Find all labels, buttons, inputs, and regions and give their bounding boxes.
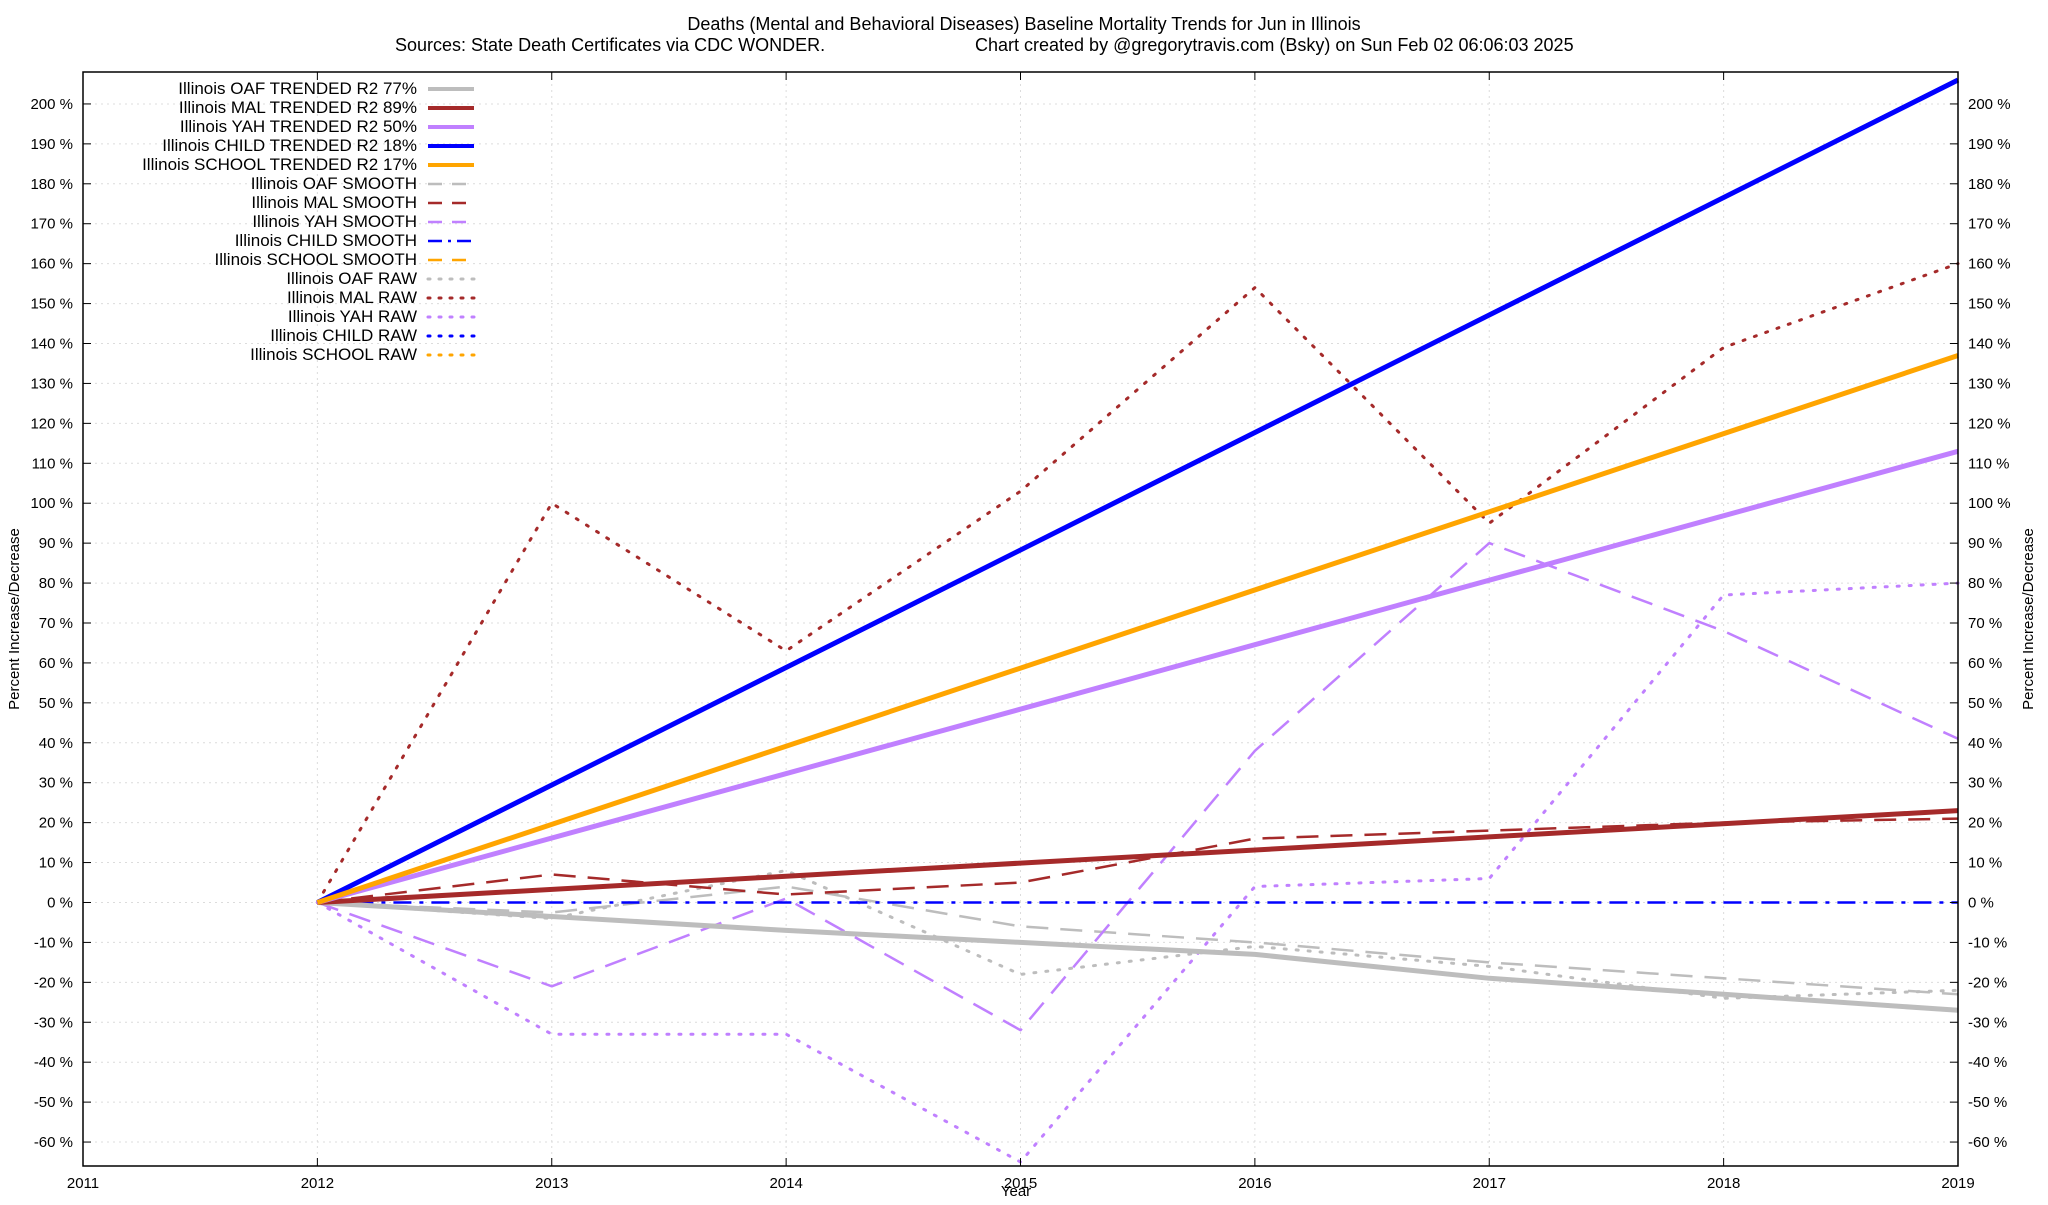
x-tick-label: 2011 <box>67 1175 99 1192</box>
y-axis-title-right: Percent Increase/Decrease <box>2020 528 2037 710</box>
y-tick-label-right: 150 % <box>1968 296 2011 313</box>
series-line-illinois-yah-smooth <box>316 541 1959 1032</box>
legend-label-illinois-yah-smooth: Illinois YAH SMOOTH <box>252 212 417 231</box>
chart-subtitle-sources: Sources: State Death Certificates via CD… <box>395 35 825 55</box>
x-tick-label: 2015 <box>1004 1175 1037 1192</box>
series-line-illinois-mal-raw <box>315 262 1960 904</box>
series-lines <box>315 77 1960 1164</box>
legend-label-illinois-child-smooth: Illinois CHILD SMOOTH <box>235 231 417 250</box>
x-tick-label: 2017 <box>1473 1175 1506 1192</box>
legend-label-illinois-child-trended-r2-18: Illinois CHILD TRENDED R2 18% <box>162 136 417 155</box>
x-tick-label: 2014 <box>769 1175 802 1192</box>
y-tick-label-left: 170 % <box>30 216 73 233</box>
y-tick-label-left: -30 % <box>34 1014 73 1031</box>
y-tick-label-left: 140 % <box>30 336 73 353</box>
y-tick-label-right: -50 % <box>1968 1094 2007 1111</box>
y-tick-label-left: 110 % <box>32 455 73 472</box>
legend-label-illinois-mal-raw: Illinois MAL RAW <box>287 288 417 307</box>
y-tick-label-right: 190 % <box>1968 136 2011 153</box>
x-tick-label: 2012 <box>301 1175 334 1192</box>
y-tick-label-left: 10 % <box>39 855 73 872</box>
legend-label-illinois-child-raw: Illinois CHILD RAW <box>270 326 417 345</box>
y-tick-label-left: 200 % <box>30 96 73 113</box>
y-tick-label-left: -50 % <box>34 1094 73 1111</box>
y-tick-label-right: 50 % <box>1968 695 2002 712</box>
legend: Illinois OAF TRENDED R2 77%Illinois MAL … <box>142 79 476 364</box>
series-line-illinois-yah-trended-r2-50 <box>316 448 1959 905</box>
y-tick-label-right: 90 % <box>1968 535 2002 552</box>
x-tick-label: 2016 <box>1238 1175 1271 1192</box>
y-tick-label-left: 100 % <box>30 495 73 512</box>
y-tick-label-right: 160 % <box>1968 256 2011 273</box>
series-line-illinois-oaf-raw <box>315 869 1960 1000</box>
y-axis-title-left: Percent Increase/Decrease <box>6 528 23 710</box>
y-tick-label-left: 60 % <box>39 655 73 672</box>
y-tick-label-right: -20 % <box>1968 974 2007 991</box>
y-tick-label-right: 60 % <box>1968 655 2002 672</box>
y-tick-label-left: -10 % <box>34 934 73 951</box>
y-tick-label-left: 0 % <box>47 894 73 911</box>
legend-label-illinois-mal-smooth: Illinois MAL SMOOTH <box>251 193 417 212</box>
legend-label-illinois-mal-trended-r2-89: Illinois MAL TRENDED R2 89% <box>179 98 417 117</box>
y-tick-label-right: 200 % <box>1968 96 2011 113</box>
legend-label-illinois-oaf-raw: Illinois OAF RAW <box>286 269 417 288</box>
y-tick-label-right: 40 % <box>1968 735 2002 752</box>
y-tick-label-left: 90 % <box>39 535 73 552</box>
y-tick-label-right: -60 % <box>1968 1134 2007 1151</box>
x-tick-label: 2019 <box>1941 1175 1974 1192</box>
y-tick-label-right: -40 % <box>1968 1054 2007 1071</box>
y-tick-label-left: -60 % <box>34 1134 73 1151</box>
axis-ticks: -60 % -60 % -50 % -50 % -40 % -40 % -30 % -30 %… <box>30 72 2011 1192</box>
y-tick-label-left: 180 % <box>30 176 73 193</box>
x-tick-label: 2018 <box>1707 1175 1740 1192</box>
y-tick-label-left: 50 % <box>39 695 73 712</box>
y-tick-label-right: -30 % <box>1968 1014 2007 1031</box>
y-tick-label-left: 150 % <box>30 296 73 313</box>
series-line-illinois-oaf-smooth <box>317 885 1959 996</box>
y-tick-label-left: 130 % <box>30 375 73 392</box>
legend-label-illinois-oaf-smooth: Illinois OAF SMOOTH <box>251 174 417 193</box>
series-line-illinois-yah-raw <box>315 581 1960 1164</box>
y-tick-label-right: -10 % <box>1968 934 2007 951</box>
y-tick-label-right: 100 % <box>1968 495 2011 512</box>
y-tick-label-right: 130 % <box>1968 375 2011 392</box>
legend-label-illinois-school-smooth: Illinois SCHOOL SMOOTH <box>215 250 417 269</box>
y-tick-label-right: 10 % <box>1968 855 2002 872</box>
x-tick-label: 2013 <box>535 1175 568 1192</box>
y-tick-label-left: 40 % <box>39 735 73 752</box>
y-tick-label-left: 160 % <box>30 256 73 273</box>
y-tick-label-right: 30 % <box>1968 775 2002 792</box>
series-line-illinois-school-trended-r2-17 <box>316 353 1959 905</box>
x-axis-title: Year <box>1001 1183 1031 1200</box>
legend-label-illinois-yah-trended-r2-50: Illinois YAH TRENDED R2 50% <box>180 117 417 136</box>
y-tick-label-right: 140 % <box>1968 336 2011 353</box>
y-tick-label-right: 110 % <box>1968 455 2009 472</box>
y-tick-label-left: 190 % <box>30 136 73 153</box>
y-tick-label-left: 70 % <box>39 615 73 632</box>
chart-subtitle-credit: Chart created by @gregorytravis.com (Bsk… <box>975 35 1574 55</box>
y-tick-label-left: -20 % <box>34 974 73 991</box>
chart-title: Deaths (Mental and Behavioral Diseases) … <box>687 14 1360 34</box>
y-tick-label-left: 120 % <box>30 415 73 432</box>
legend-label-illinois-yah-raw: Illinois YAH RAW <box>288 307 417 326</box>
y-tick-label-right: 70 % <box>1968 615 2002 632</box>
series-line-illinois-child-trended-r2-18 <box>316 77 1960 905</box>
y-tick-label-left: 20 % <box>39 815 73 832</box>
y-tick-label-right: 120 % <box>1968 415 2011 432</box>
series-line-illinois-mal-trended-r2-89 <box>317 808 1959 905</box>
legend-label-illinois-oaf-trended-r2-77: Illinois OAF TRENDED R2 77% <box>178 79 417 98</box>
series-line-illinois-oaf-trended-r2-77 <box>317 900 1959 1013</box>
legend-label-illinois-school-raw: Illinois SCHOOL RAW <box>250 345 417 364</box>
y-tick-label-right: 80 % <box>1968 575 2002 592</box>
y-tick-label-right: 20 % <box>1968 815 2002 832</box>
y-tick-label-left: -40 % <box>34 1054 73 1071</box>
y-tick-label-right: 0 % <box>1968 894 1994 911</box>
y-tick-label-left: 30 % <box>39 775 73 792</box>
y-tick-label-right: 170 % <box>1968 216 2011 233</box>
y-tick-label-left: 80 % <box>39 575 73 592</box>
y-tick-label-right: 180 % <box>1968 176 2011 193</box>
legend-label-illinois-school-trended-r2-17: Illinois SCHOOL TRENDED R2 17% <box>142 155 417 174</box>
